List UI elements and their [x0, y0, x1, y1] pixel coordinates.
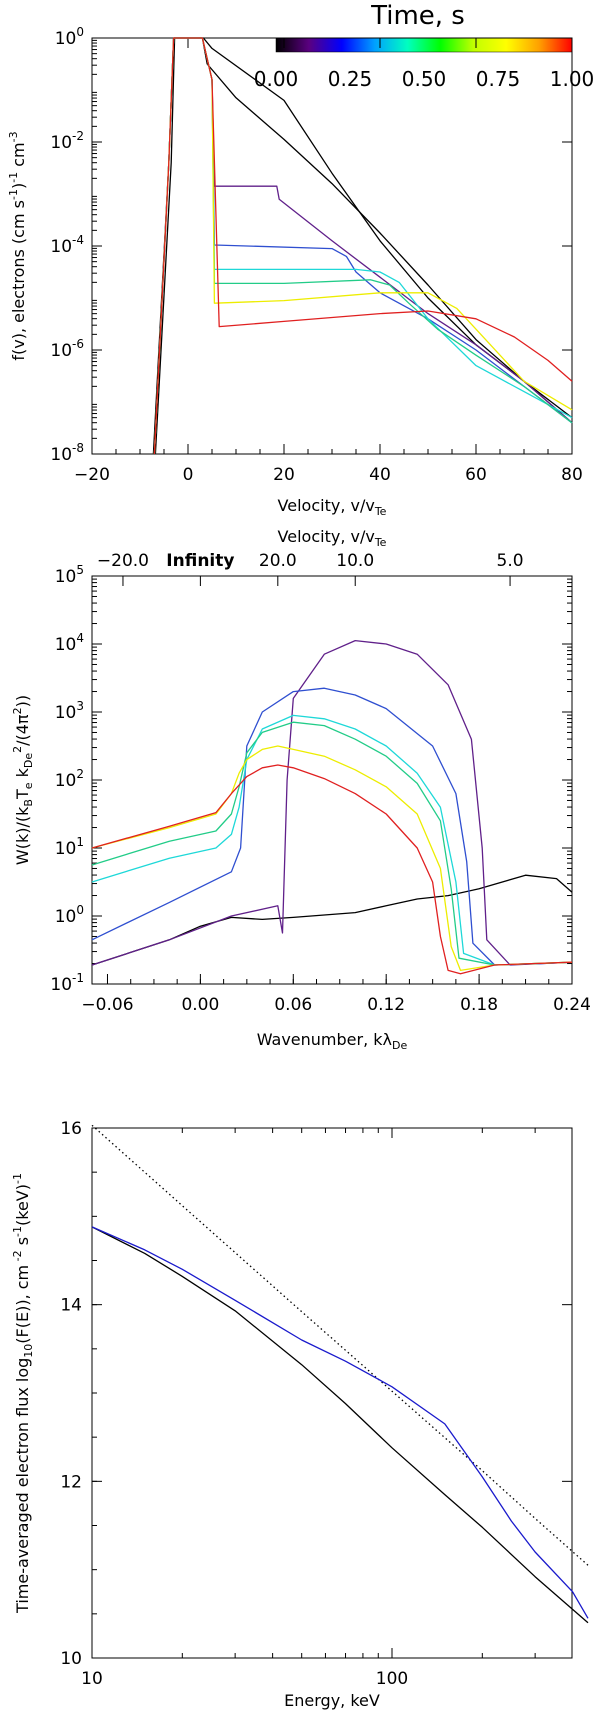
panel-electron-flux: 10 100 10 12 14 16 Energy, keV Time-averaged … — [11, 1119, 589, 1710]
top-tick-label: Infinity — [166, 551, 234, 571]
series-line — [91, 745, 573, 972]
series-line — [91, 639, 573, 966]
series-line — [153, 37, 573, 455]
x-tick-label: −0.06 — [81, 995, 133, 1015]
x-axis-title-wavenumber: Wavenumber, kλDe — [257, 1030, 408, 1052]
x-tick-label: 0.00 — [181, 995, 219, 1015]
y-tick-label: 10-4 — [50, 233, 84, 257]
series-line — [91, 1226, 589, 1624]
series-line — [154, 37, 573, 455]
plot-frame-spectrum — [91, 575, 573, 985]
x-tick-label: 0.18 — [460, 995, 498, 1015]
x-tick-label: 80 — [561, 465, 583, 485]
colorbar-tick-label: 0.25 — [328, 67, 373, 91]
series-line — [91, 1226, 589, 1619]
y-axis-title-distribution: f(v), electrons (cm s-1)-1 cm-3 — [7, 131, 28, 360]
series-line — [91, 764, 573, 975]
y-tick-label: 101 — [55, 835, 84, 859]
top-tick-label: 20.0 — [259, 551, 297, 571]
series-line — [91, 1124, 589, 1566]
y-tick-label: 103 — [55, 699, 84, 723]
y-tick-label: 12 — [60, 1472, 82, 1492]
y-tick-label: 10 — [60, 1649, 82, 1669]
y-tick-label: 16 — [60, 1119, 82, 1139]
top-tick-label: 10.0 — [336, 551, 374, 571]
y-tick-label: 14 — [60, 1296, 82, 1316]
y-tick-label: 100 — [55, 25, 84, 49]
series-line — [152, 37, 573, 455]
y-tick-label: 10-2 — [50, 129, 84, 153]
x-tick-label: 10 — [81, 1669, 103, 1689]
y-axis-title-flux: Time-averaged electron flux log10(F(E)),… — [11, 1173, 35, 1614]
x-tick-label: 100 — [376, 1669, 408, 1689]
y-tick-label: 10-1 — [50, 971, 84, 995]
x-tick-label: 0 — [183, 465, 194, 485]
x-tick-label: 0.06 — [274, 995, 312, 1015]
top-axis-title-velocity: Velocity, v/vTe — [278, 527, 387, 549]
x-axis-title-energy: Energy, keV — [284, 1691, 380, 1710]
y-tick-label: 104 — [55, 631, 84, 655]
top-tick-label: 5.0 — [497, 551, 524, 571]
y-tick-label: 100 — [55, 903, 84, 927]
y-tick-label: 10-8 — [50, 441, 84, 465]
panel-velocity-distribution: Time, s 0.00 0.25 0.50 0.75 1.00 −20 0 20 40 60 8… — [7, 1, 594, 518]
colorbar — [275, 37, 573, 53]
plot-frame-flux — [91, 1127, 573, 1659]
x-axis-title-velocity: Velocity, v/vTe — [278, 496, 387, 518]
x-tick-label: 20 — [273, 465, 295, 485]
panel-wave-spectrum: Velocity, v/vTe −20.0 Infinity 20.0 10.0 5.0… — [11, 527, 591, 1052]
colorbar-tick-label: 0.50 — [402, 67, 447, 91]
series-line — [91, 687, 573, 966]
series-line — [91, 721, 573, 966]
x-tick-label: 40 — [369, 465, 391, 485]
x-tick-label: −20 — [74, 465, 110, 485]
y-axis-title-spectral-energy: W(k)/(kBTe kDe2/(4π2)) — [11, 695, 35, 865]
colorbar-tick-label: 0.75 — [476, 67, 521, 91]
colorbar-tick-label: 0.00 — [254, 67, 299, 91]
series-line — [91, 874, 573, 966]
y-tick-label: 102 — [55, 767, 84, 791]
x-tick-label: 0.24 — [553, 995, 591, 1015]
top-tick-label: −20.0 — [97, 551, 149, 571]
y-tick-label: 10-6 — [50, 337, 84, 361]
x-tick-label: 0.12 — [367, 995, 405, 1015]
colorbar-title: Time, s — [370, 1, 465, 31]
x-tick-label: 60 — [465, 465, 487, 485]
y-tick-label: 105 — [55, 563, 84, 587]
series-line — [91, 714, 573, 966]
